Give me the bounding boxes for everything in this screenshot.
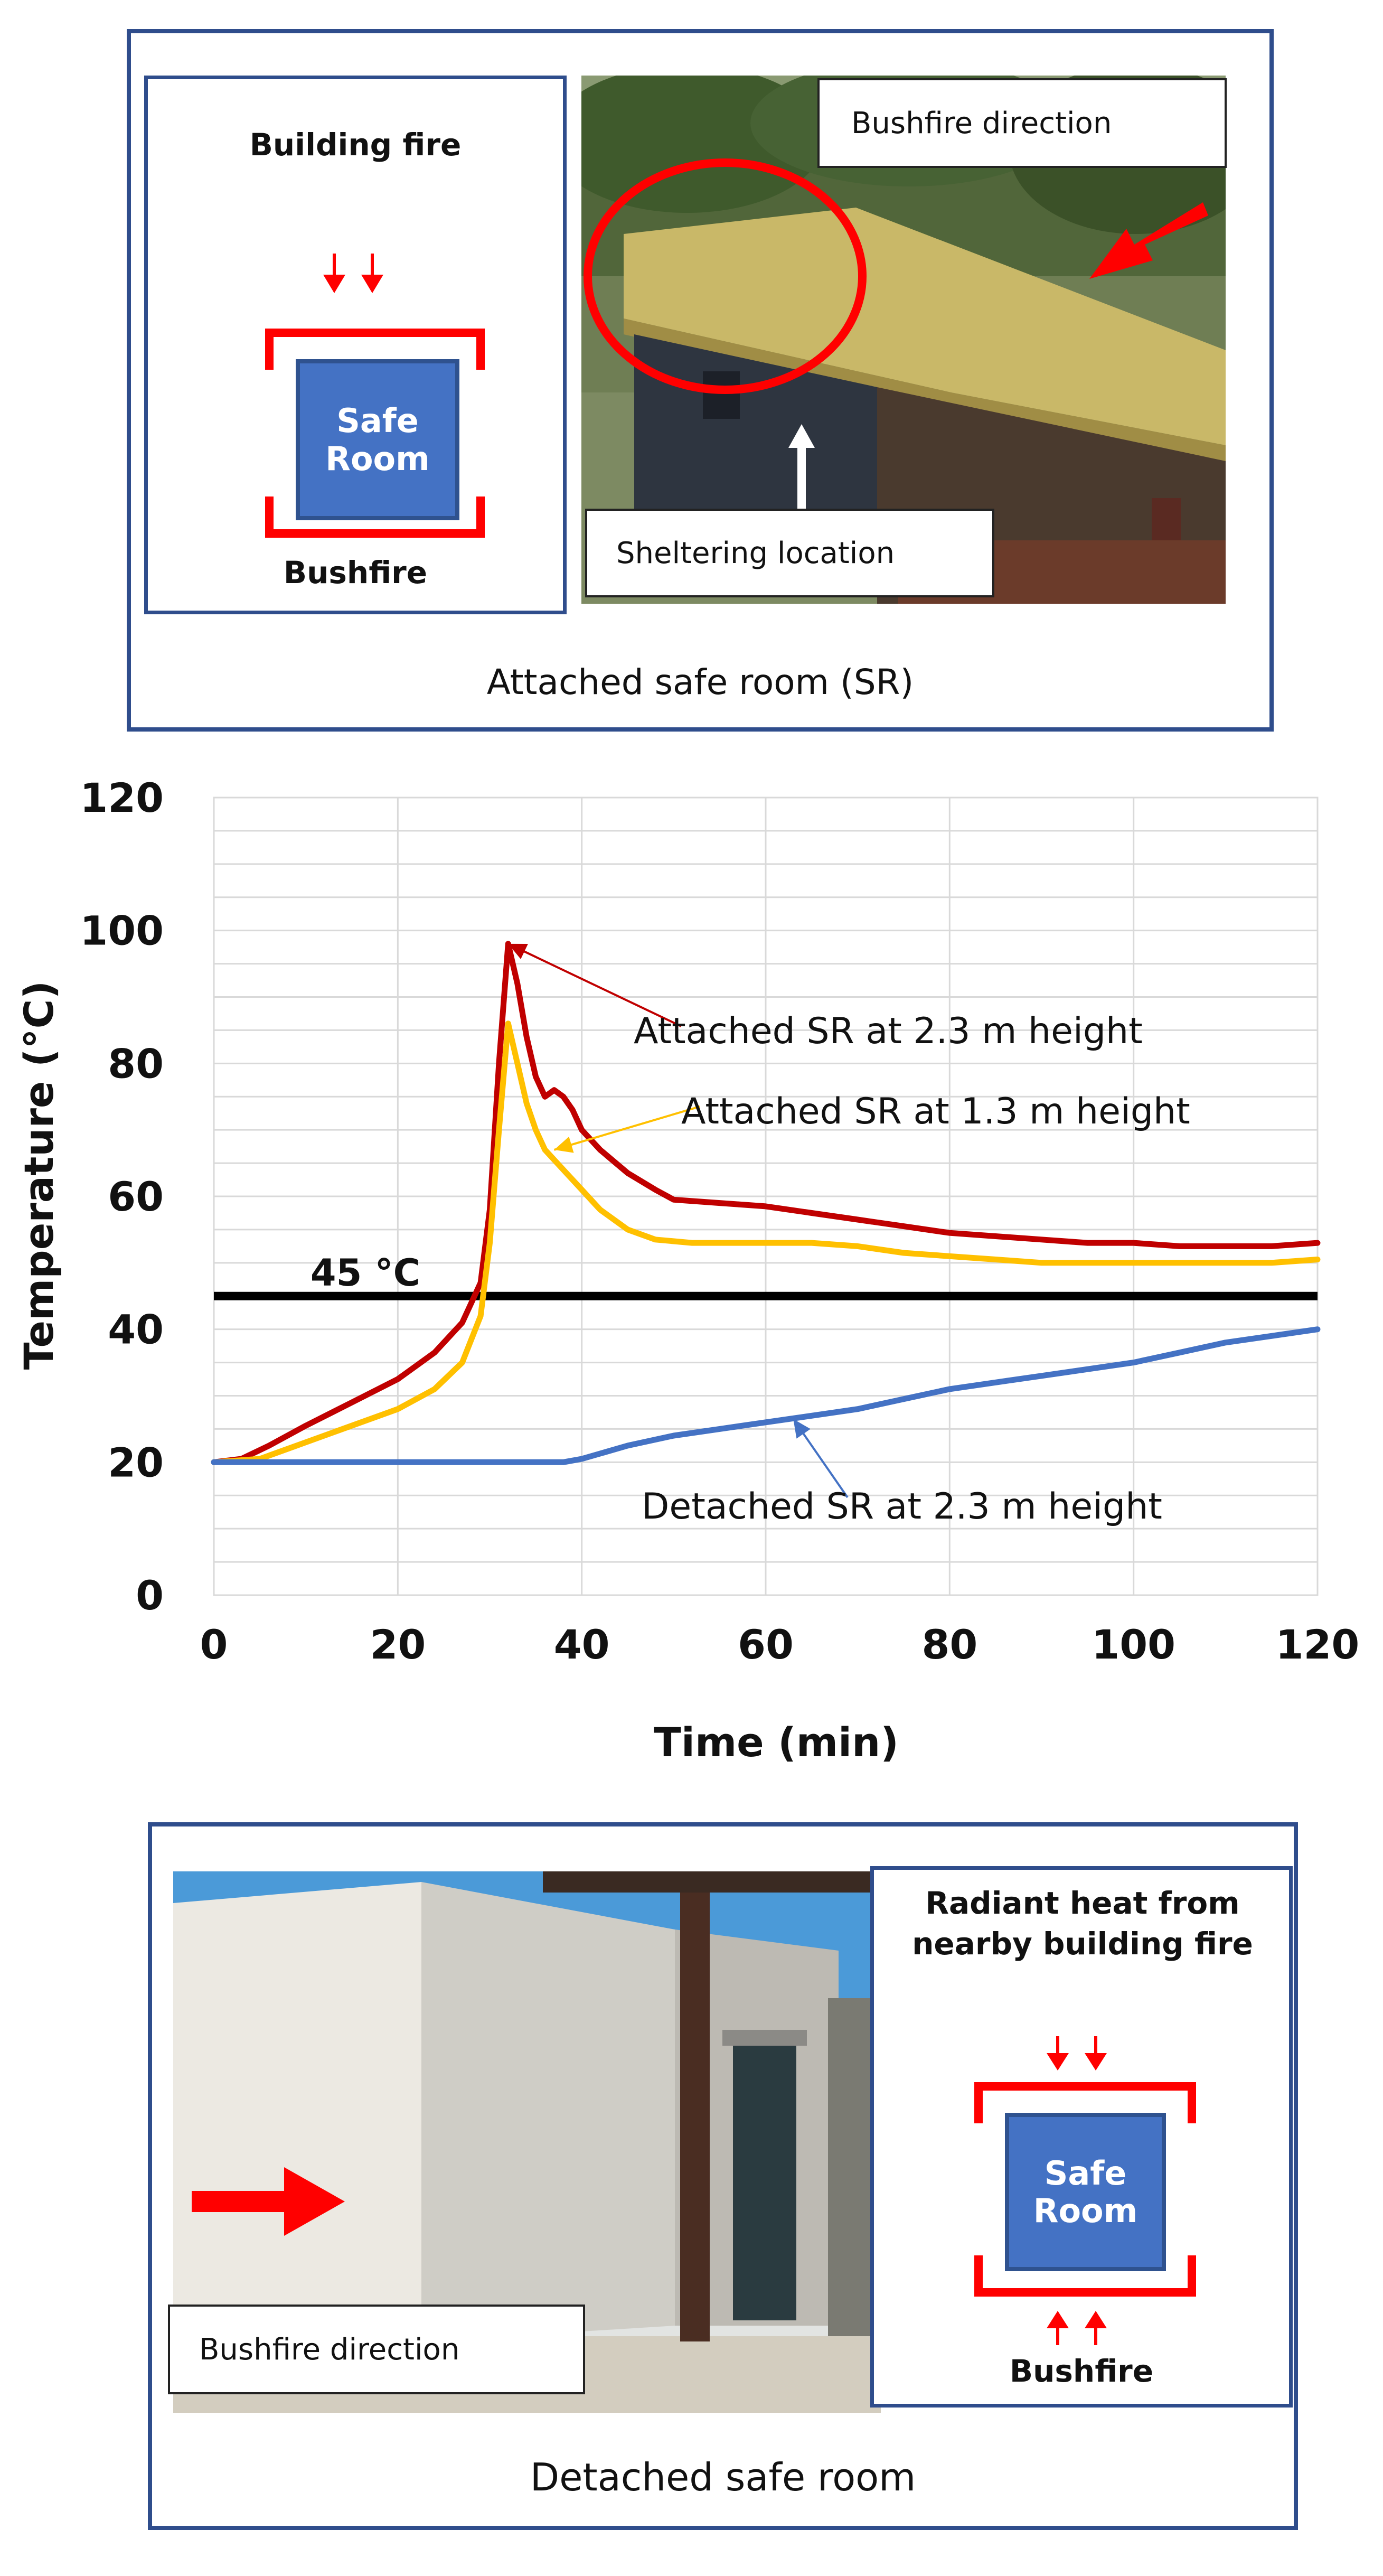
- detached-safe-room-diagram: Radiant heat from nearby building fire S…: [870, 1866, 1293, 2408]
- x-axis-label: Time (min): [654, 1719, 899, 1766]
- y-tick-label: 60: [108, 1173, 164, 1220]
- series-line: [211, 1020, 1321, 1465]
- series-line: [211, 1326, 1321, 1465]
- shelter-bracket-icon: [265, 329, 485, 538]
- chart-lines: 45 °C: [211, 941, 1321, 1465]
- x-tick-label: 80: [921, 1621, 977, 1668]
- safe-room-label-line1: Safe: [336, 401, 419, 441]
- y-tick-label: 40: [108, 1306, 164, 1353]
- safe-room-label-line1: Safe: [1044, 2153, 1127, 2193]
- x-tick-label: 40: [554, 1621, 610, 1668]
- diagram-title: Radiant heat from nearby building fire: [912, 1885, 1253, 1962]
- series-line: [211, 941, 1321, 1465]
- chart-axes: 0 20 40 60 80 100 120 0 20 40 60 80 100 120: [80, 774, 1359, 1668]
- attack-arrows-top-icon: [1047, 2036, 1107, 2071]
- y-axis-label: Temperature (°C): [15, 981, 62, 1370]
- bushfire-direction-arrow-icon: [1089, 202, 1208, 279]
- y-tick-label: 100: [80, 907, 164, 954]
- chart-annotations: Attached SR at 2.3 m height Attached SR a…: [507, 943, 1190, 1528]
- sheltering-location-label: Sheltering location: [585, 509, 994, 597]
- annotation-leader: [553, 1106, 700, 1151]
- annotation-label: Attached SR at 2.3 m height: [634, 1010, 1143, 1052]
- bushfire-direction-arrow-icon: [192, 2167, 345, 2236]
- y-tick-label: 0: [136, 1572, 164, 1619]
- attached-safe-room-panel: Building fire Safe Room Bushfire: [127, 29, 1274, 732]
- annotation-label: Detached SR at 2.3 m height: [642, 1486, 1162, 1528]
- x-tick-label: 20: [370, 1621, 426, 1668]
- shelter-bracket-icon: [974, 2082, 1196, 2297]
- detached-safe-room-photo: [173, 1871, 881, 2413]
- y-tick-label: 80: [108, 1040, 164, 1087]
- safe-room-label-line2: Room: [1033, 2191, 1138, 2230]
- attached-safe-room-caption: Attached safe room (SR): [486, 662, 914, 702]
- annotation-arrowhead: [508, 943, 528, 959]
- attack-arrows-bottom-icon: [1047, 2311, 1107, 2345]
- annotation-label: Attached SR at 1.3 m height: [681, 1091, 1190, 1132]
- attached-safe-room-diagram: Building fire Safe Room Bushfire: [144, 76, 567, 614]
- y-tick-label: 120: [80, 774, 164, 821]
- diagram-title: Building fire: [249, 127, 462, 163]
- detached-safe-room-caption: Detached safe room: [530, 2455, 916, 2499]
- detached-safe-room-panel: Bushfire direction Radiant heat from nea…: [148, 1822, 1298, 2530]
- sheltering-location-arrow-icon: [788, 424, 815, 535]
- x-tick-label: 0: [200, 1621, 228, 1668]
- threshold-label: 45 °C: [311, 1251, 420, 1295]
- diagram-bottom-label: Bushfire: [283, 555, 428, 591]
- annotation-arrowhead: [554, 1136, 574, 1153]
- diagram-bottom-label: Bushfire: [1009, 2353, 1154, 2389]
- x-tick-label: 100: [1092, 1621, 1175, 1668]
- safe-room-label-line2: Room: [325, 439, 430, 478]
- temperature-chart: 0 20 40 60 80 100 120 0 20 40 60 80 100 120 45 °C Att…: [15, 774, 1359, 1766]
- bushfire-direction-label: Bushfire direction: [168, 2305, 585, 2394]
- sheltering-highlight-circle: [584, 158, 867, 394]
- annotation-arrowhead: [793, 1419, 811, 1439]
- annotation-leader: [507, 943, 682, 1027]
- safe-room-box: Safe Room: [1005, 2113, 1166, 2271]
- bushfire-direction-label: Bushfire direction: [817, 78, 1227, 168]
- x-tick-label: 60: [738, 1621, 794, 1668]
- chart-grid: [213, 797, 1319, 1596]
- x-tick-label: 120: [1276, 1621, 1360, 1668]
- attack-arrows-icon: [323, 254, 383, 293]
- safe-room-box: Safe Room: [296, 359, 459, 520]
- y-tick-label: 20: [108, 1439, 164, 1486]
